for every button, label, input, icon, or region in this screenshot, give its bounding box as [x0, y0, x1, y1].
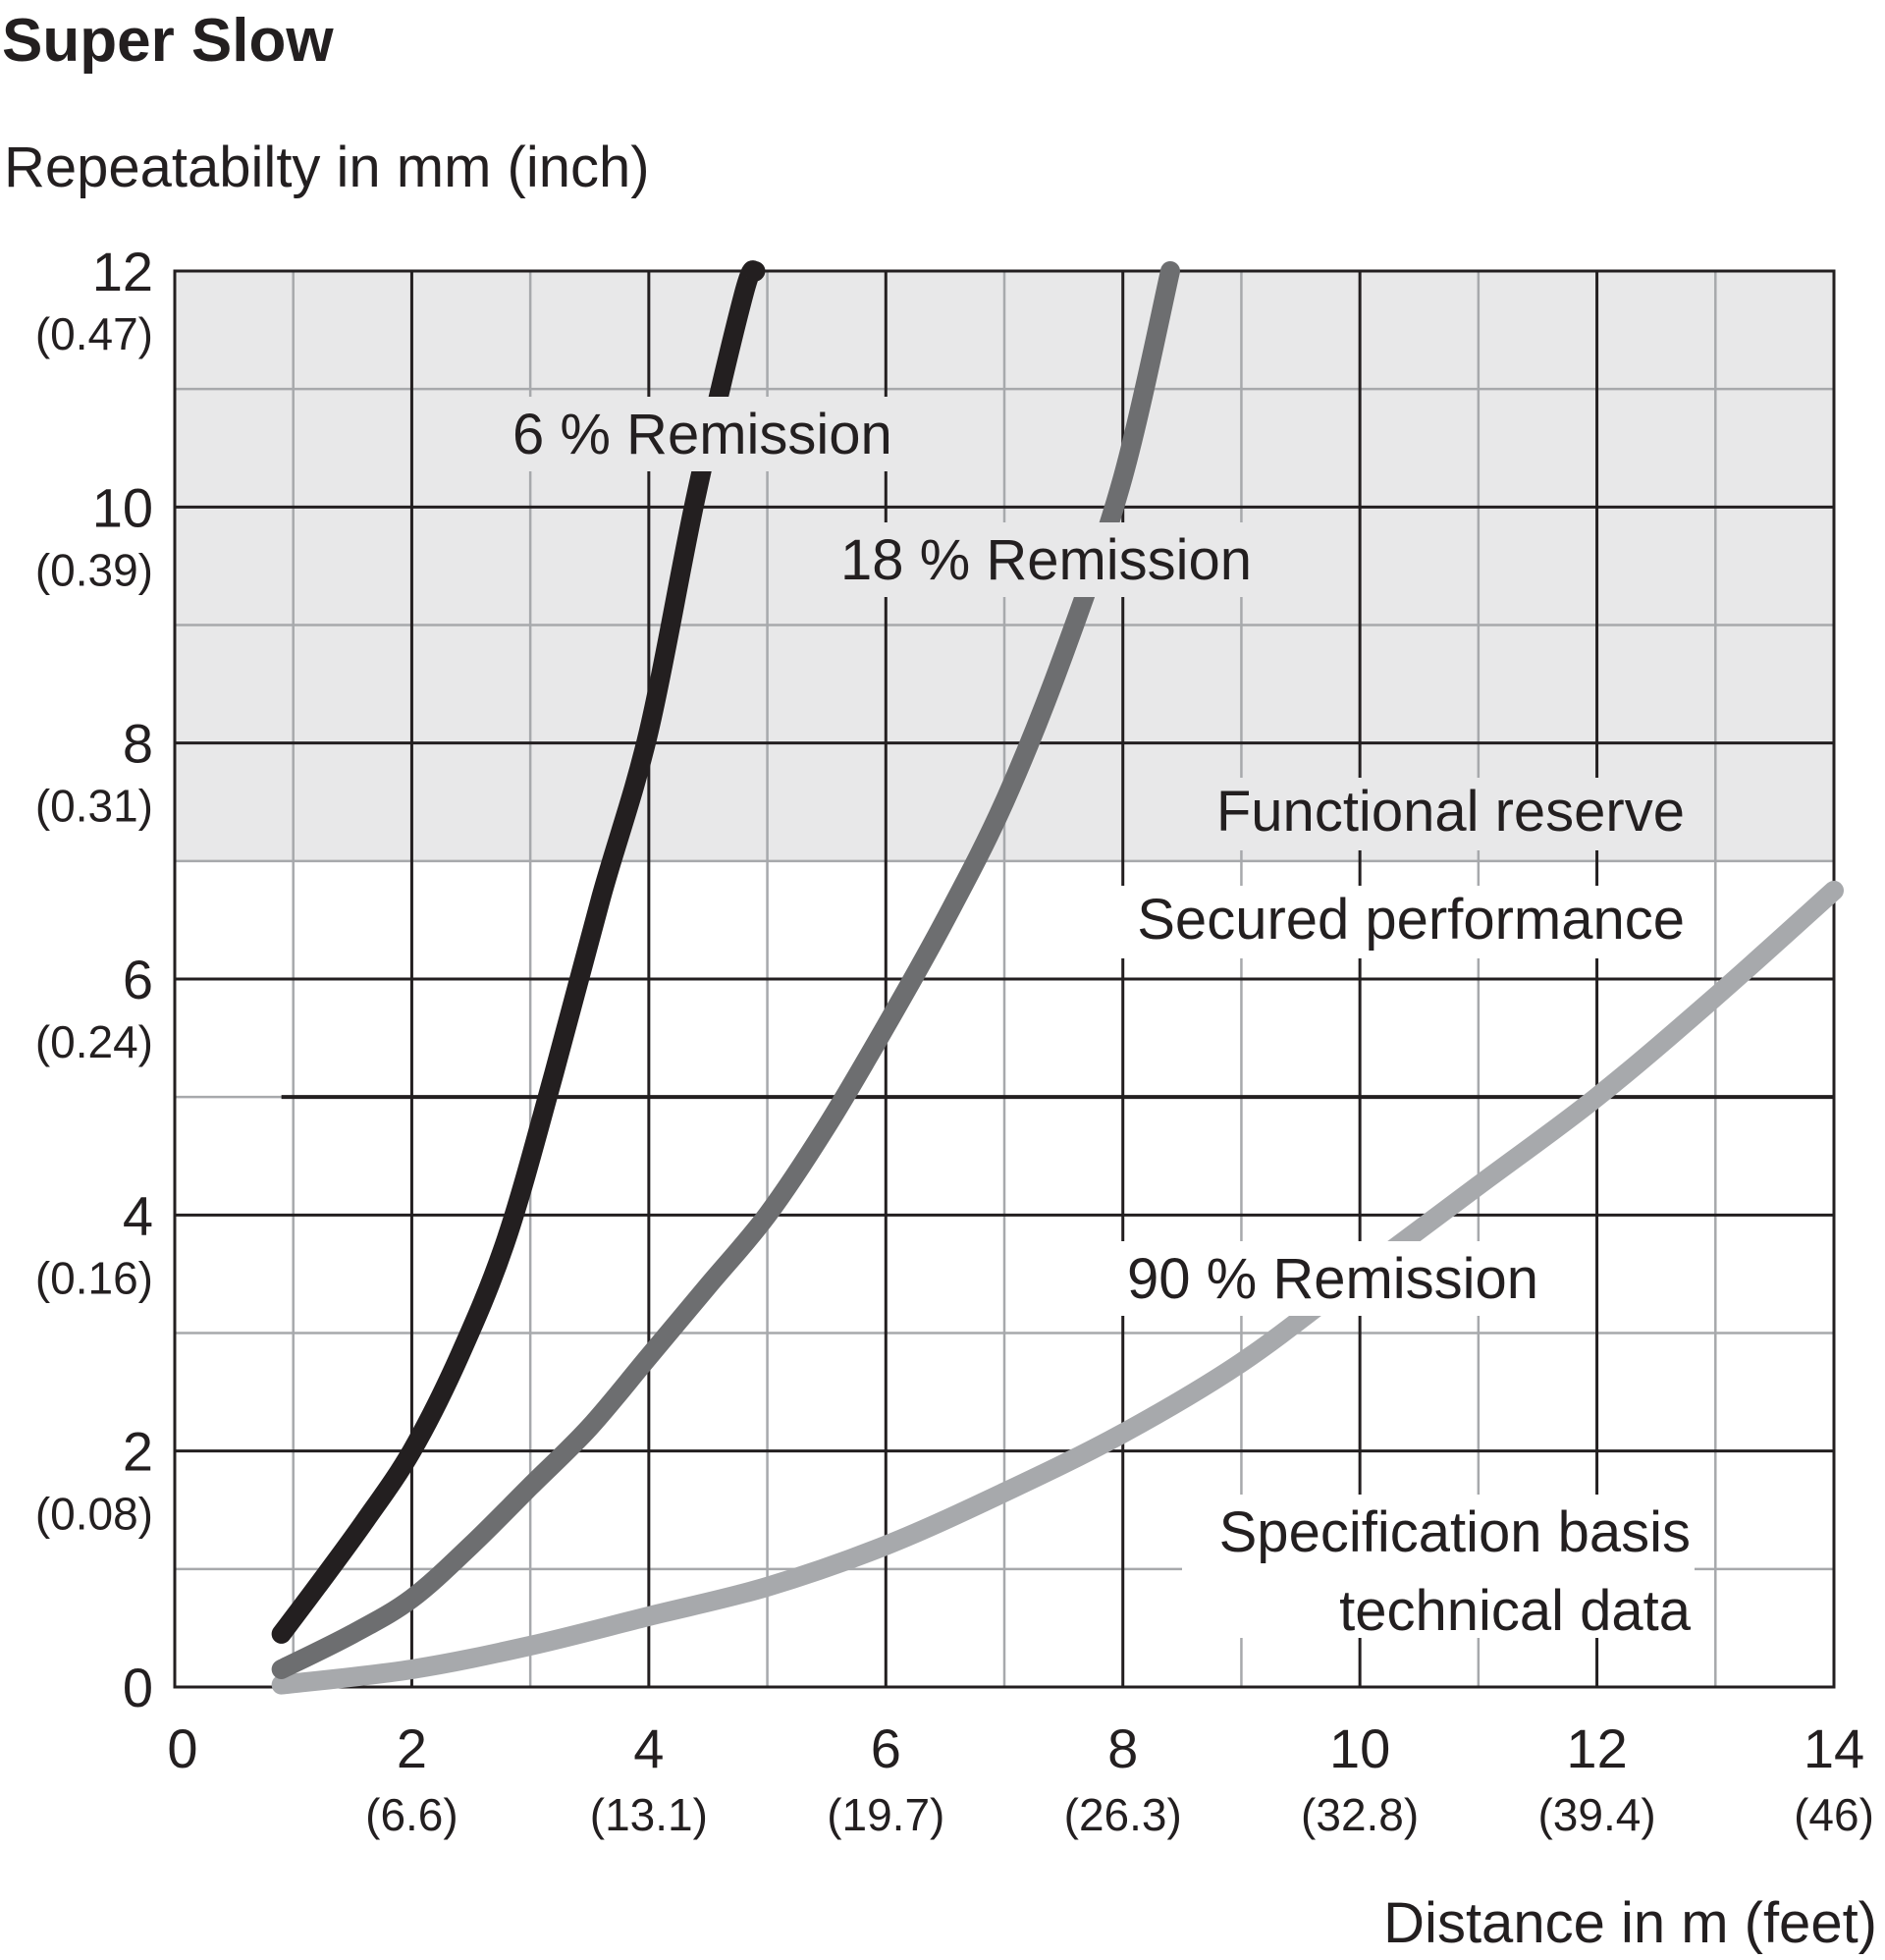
x-axis-label: Distance in m (feet)	[1383, 1891, 1877, 1955]
y-tick-sublabel: (0.16)	[35, 1252, 153, 1303]
label-spec-line2: technical data	[1339, 1579, 1692, 1643]
y-tick-label: 6	[123, 949, 153, 1010]
label-90-remission: 90 % Remission	[1119, 1241, 1587, 1316]
label-functional-reserve-text: Functional reserve	[1216, 780, 1685, 844]
y-tick-label: 12	[92, 241, 153, 302]
x-tick-sublabel: (6.6)	[365, 1789, 458, 1840]
label-90-remission-text: 90 % Remission	[1127, 1247, 1538, 1311]
series-line-0	[271, 260, 766, 1644]
label-secured-performance-text: Secured performance	[1137, 888, 1685, 952]
label-specification-basis: Specification basis technical data	[1182, 1495, 1695, 1643]
x-tick-label: 8	[1107, 1717, 1138, 1779]
x-tick-sublabel: (13.1)	[590, 1789, 708, 1840]
y-tick-sublabel: (0.31)	[35, 781, 153, 832]
x-tick-sublabel: (19.7)	[827, 1789, 944, 1840]
x-tick-label: 2	[397, 1717, 427, 1779]
x-tick-sublabel: (32.8)	[1301, 1789, 1419, 1840]
label-functional-reserve: Functional reserve	[1184, 778, 1693, 850]
x-tick-labels: 0 2 (6.6) 4 (13.1) 6 (19.7) 8 (26.3) 10 (32.8) 12 (3…	[167, 1717, 1873, 1840]
y-tick-sublabel: (0.08)	[35, 1489, 153, 1540]
x-tick-label: 14	[1804, 1717, 1864, 1779]
y-tick-label: 2	[123, 1421, 153, 1483]
y-tick-label: 4	[123, 1184, 153, 1246]
label-18-remission: 18 % Remission	[836, 522, 1294, 597]
y-tick-label: 8	[123, 713, 153, 775]
y-tick-sublabel: (0.47)	[35, 308, 153, 359]
x-tick-sublabel: (26.3)	[1064, 1789, 1182, 1840]
y-tick-sublabel: (0.39)	[35, 544, 153, 595]
series-lines	[271, 260, 1844, 1695]
plot-frame	[173, 269, 1836, 1689]
series-line-2	[271, 880, 1844, 1695]
label-secured-performance: Secured performance	[1094, 886, 1693, 958]
label-6-remission: 6 % Remission	[509, 397, 927, 471]
x-tick-label: 4	[633, 1717, 664, 1779]
y-axis-label: Repeatabilty in mm (inch)	[4, 136, 650, 199]
x-tick-label: 6	[871, 1717, 901, 1779]
y-tick-label: 10	[92, 476, 153, 538]
series-line-1	[271, 261, 1180, 1679]
x-tick-label: 12	[1566, 1717, 1627, 1779]
chart-title: Super Slow	[2, 7, 334, 75]
x-tick-label: 0	[167, 1717, 197, 1779]
label-spec-line1: Specification basis	[1219, 1500, 1691, 1564]
y-tick-label: 0	[123, 1657, 153, 1718]
x-tick-label: 10	[1329, 1717, 1390, 1779]
major-grid	[175, 271, 1834, 1687]
x-tick-sublabel: (46)	[1794, 1789, 1874, 1840]
x-tick-sublabel: (39.4)	[1537, 1789, 1655, 1840]
y-tick-labels: 0 2 (0.08) 4 (0.16) 6 (0.24) 8 (0.31) 10 (0.39) 12 (…	[35, 241, 153, 1718]
y-tick-sublabel: (0.24)	[35, 1016, 153, 1067]
label-6-remission-text: 6 % Remission	[512, 403, 892, 466]
label-18-remission-text: 18 % Remission	[840, 528, 1252, 592]
